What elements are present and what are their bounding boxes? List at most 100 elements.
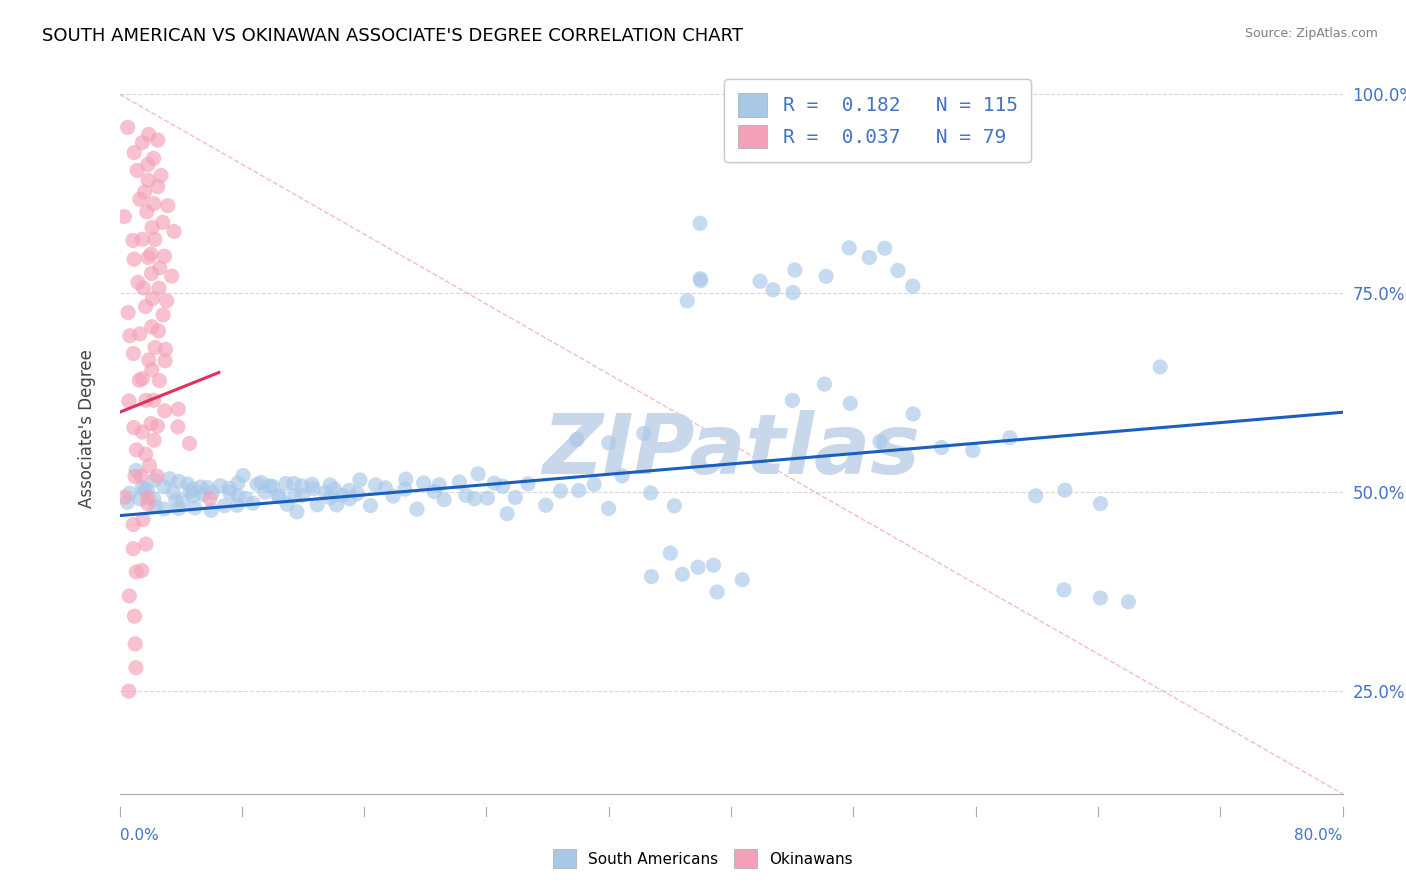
Point — [181, 489, 204, 503]
Point — [467, 467, 489, 481]
Point — [873, 241, 896, 255]
Point — [131, 371, 153, 385]
Point — [153, 502, 176, 516]
Point — [323, 482, 346, 496]
Point — [124, 637, 146, 651]
Point — [118, 328, 141, 343]
Point — [283, 489, 305, 503]
Point — [858, 251, 880, 265]
Point — [464, 491, 486, 506]
Point — [496, 507, 519, 521]
Point — [259, 479, 281, 493]
Point — [598, 501, 620, 516]
Point — [382, 489, 405, 503]
Point — [339, 491, 361, 506]
Point — [136, 251, 159, 265]
Point — [633, 426, 655, 441]
Point — [146, 419, 169, 434]
Point — [302, 482, 325, 496]
Point — [136, 497, 159, 511]
Point — [301, 477, 323, 491]
Point — [167, 402, 190, 417]
Point — [568, 483, 591, 498]
Point — [141, 267, 163, 281]
Point — [143, 473, 166, 487]
Point — [218, 482, 240, 496]
Point — [901, 279, 924, 293]
Point — [218, 485, 240, 500]
Point — [153, 480, 176, 494]
Point — [433, 492, 456, 507]
Point — [125, 661, 148, 675]
Point — [869, 434, 891, 449]
Point — [129, 469, 152, 483]
Text: Source: ZipAtlas.com: Source: ZipAtlas.com — [1244, 27, 1378, 40]
Point — [160, 269, 183, 284]
Point — [159, 472, 181, 486]
Point — [142, 151, 165, 165]
Point — [153, 249, 176, 263]
Point — [146, 469, 169, 483]
Point — [135, 393, 157, 408]
Point — [1090, 591, 1112, 605]
Point — [156, 199, 179, 213]
Y-axis label: Associate's Degree: Associate's Degree — [77, 349, 96, 508]
Point — [118, 393, 141, 408]
Point — [145, 500, 167, 514]
Point — [152, 308, 174, 322]
Point — [1053, 483, 1076, 497]
Point — [813, 377, 835, 392]
Point — [276, 497, 298, 511]
Point — [319, 491, 342, 505]
Point — [360, 499, 382, 513]
Point — [153, 404, 176, 418]
Point — [128, 373, 150, 387]
Point — [167, 420, 190, 434]
Point — [395, 472, 418, 486]
Point — [141, 363, 163, 377]
Point — [129, 491, 152, 506]
Point — [124, 469, 146, 483]
Point — [242, 496, 264, 510]
Point — [155, 343, 177, 357]
Point — [122, 145, 145, 160]
Point — [887, 263, 910, 277]
Point — [346, 487, 368, 501]
Point — [163, 224, 186, 238]
Point — [125, 565, 148, 579]
Legend: South Americans, Okinawans: South Americans, Okinawans — [546, 841, 860, 875]
Point — [135, 537, 157, 551]
Point — [118, 589, 141, 603]
Point — [226, 498, 249, 512]
Point — [782, 393, 804, 408]
Text: 80.0%: 80.0% — [1295, 828, 1343, 843]
Point — [127, 163, 149, 178]
Point — [598, 436, 620, 450]
Point — [492, 479, 515, 493]
Point — [226, 476, 249, 491]
Point — [122, 234, 145, 248]
Point — [1053, 582, 1076, 597]
Point — [762, 283, 785, 297]
Point — [128, 192, 150, 206]
Point — [838, 241, 860, 255]
Point — [640, 569, 662, 583]
Point — [689, 216, 711, 230]
Point — [143, 232, 166, 246]
Point — [254, 485, 277, 500]
Point — [1090, 497, 1112, 511]
Point — [235, 491, 257, 506]
Point — [671, 567, 693, 582]
Point — [267, 490, 290, 504]
Point — [330, 488, 353, 502]
Point — [314, 485, 336, 500]
Point — [142, 292, 165, 306]
Text: 0.0%: 0.0% — [120, 828, 159, 843]
Point — [1118, 595, 1140, 609]
Point — [134, 483, 156, 497]
Point — [931, 441, 953, 455]
Point — [349, 473, 371, 487]
Point — [291, 479, 314, 493]
Point — [146, 179, 169, 194]
Point — [815, 269, 838, 284]
